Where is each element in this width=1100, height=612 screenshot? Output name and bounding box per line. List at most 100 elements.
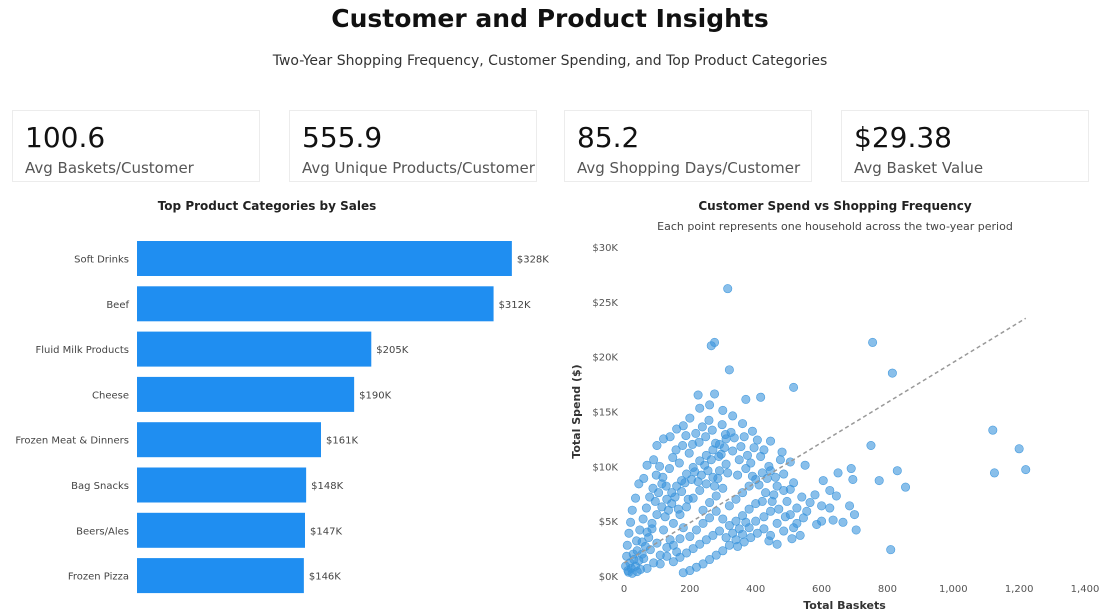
scatter-point — [772, 518, 782, 528]
kpi-card-avg-baskets[interactable]: 100.6 Avg Baskets/Customer — [12, 110, 260, 182]
kpi-card-avg-basket-value[interactable]: $29.38 Avg Basket Value — [841, 110, 1089, 182]
scatter-point — [866, 440, 876, 450]
scatter-point — [798, 513, 808, 523]
scatter-point — [707, 425, 717, 435]
scatter-point — [892, 466, 902, 476]
scatter-point — [795, 530, 805, 540]
scatter-point — [668, 453, 678, 463]
scatter-point — [766, 506, 776, 516]
scatter-point — [695, 539, 705, 549]
trend-line — [623, 317, 1027, 564]
scatter-point — [845, 501, 855, 511]
scatter-point — [703, 466, 713, 476]
scatter-point — [671, 445, 681, 455]
scatter-point — [688, 544, 698, 554]
scatter-point — [833, 468, 843, 478]
scatter-point — [759, 524, 769, 534]
scatter-point — [668, 518, 678, 528]
y-tick-label: $0K — [599, 572, 619, 583]
y-tick-label: $10K — [592, 462, 618, 473]
scatter-point — [749, 443, 759, 453]
scatter-point — [683, 494, 693, 504]
scatter-point — [632, 536, 642, 546]
scatter-point — [655, 461, 665, 471]
scatter-point — [797, 492, 807, 502]
bar-category-label: Frozen Pizza — [68, 572, 129, 583]
scatter-point — [772, 539, 782, 549]
scatter-point — [868, 337, 878, 347]
x-tick-label: 800 — [878, 584, 897, 595]
scatter-point — [761, 488, 771, 498]
scatter-point — [717, 420, 727, 430]
y-tick-label: $25K — [592, 298, 618, 309]
scatter-point — [705, 400, 715, 410]
scatter-point — [701, 535, 711, 545]
scatter-point — [741, 394, 751, 404]
bar — [137, 512, 305, 548]
scatter-chart-subtitle: Each point represents one household acro… — [657, 220, 1013, 233]
bar-value-label: $147K — [310, 526, 342, 537]
scatter-point — [846, 464, 856, 474]
scatter-point — [706, 341, 716, 351]
kpi-value: 85.2 — [577, 121, 640, 154]
bar — [137, 376, 355, 412]
kpi-card-avg-shopping-days[interactable]: 85.2 Avg Shopping Days/Customer — [564, 110, 812, 182]
scatter-point — [766, 436, 776, 446]
scatter-point — [818, 476, 828, 486]
scatter-point — [733, 470, 743, 480]
scatter-point — [662, 551, 672, 561]
scatter-point — [691, 525, 701, 535]
scatter-point — [701, 432, 711, 442]
scatter-point — [678, 568, 688, 578]
scatter-point — [704, 415, 714, 425]
scatter-point — [736, 442, 746, 452]
bar-chart[interactable]: Soft Drinks $328K Beef $312K Fluid Milk Prod… — [0, 225, 550, 605]
scatter-point — [674, 458, 684, 468]
scatter-point — [685, 532, 695, 542]
scatter-point — [642, 563, 652, 573]
scatter-point — [800, 460, 810, 470]
scatter-point — [744, 504, 754, 514]
scatter-point — [792, 518, 802, 528]
page-subtitle: Two-Year Shopping Frequency, Customer Sp… — [272, 53, 828, 69]
scatter-point — [728, 411, 738, 421]
scatter-point — [673, 504, 683, 514]
scatter-point — [624, 567, 634, 577]
scatter-point — [901, 482, 911, 492]
scatter-point — [766, 530, 776, 540]
scatter-chart[interactable]: $0K $5K $10K $15K $20K $25K $30K 0 200 400 600 800 1… — [560, 232, 1100, 612]
scatter-point — [659, 434, 669, 444]
kpi-label: Avg Unique Products/Customer — [302, 159, 535, 177]
scatter-point — [785, 510, 795, 520]
scatter-point — [627, 505, 637, 515]
scatter-point — [787, 534, 797, 544]
scatter-point — [705, 513, 715, 523]
kpi-card-avg-unique-products[interactable]: 555.9 Avg Unique Products/Customer — [289, 110, 537, 182]
scatter-point — [685, 413, 695, 423]
scatter-point — [684, 448, 694, 458]
scatter-point — [670, 492, 680, 502]
scatter-point — [848, 474, 858, 484]
scatter-point — [988, 425, 998, 435]
scatter-point — [805, 498, 815, 508]
scatter-point — [817, 501, 827, 511]
scatter-point — [810, 490, 820, 500]
y-tick-label: $5K — [599, 517, 619, 528]
scatter-point — [626, 517, 636, 527]
scatter-point — [697, 422, 707, 432]
bar-value-label: $312K — [499, 300, 531, 311]
scatter-point — [739, 432, 749, 442]
scatter-chart-title: Customer Spend vs Shopping Frequency — [698, 199, 972, 213]
scatter-point — [652, 510, 662, 520]
scatter-point — [738, 419, 748, 429]
scatter-point — [649, 455, 659, 465]
scatter-point — [733, 541, 743, 551]
scatter-point — [762, 473, 772, 483]
scatter-point — [640, 541, 650, 551]
scatter-point — [708, 530, 718, 540]
scatter-point — [698, 518, 708, 528]
scatter-point — [695, 403, 705, 413]
scatter-point — [705, 555, 715, 565]
scatter-point — [635, 525, 645, 535]
scatter-point — [742, 450, 752, 460]
